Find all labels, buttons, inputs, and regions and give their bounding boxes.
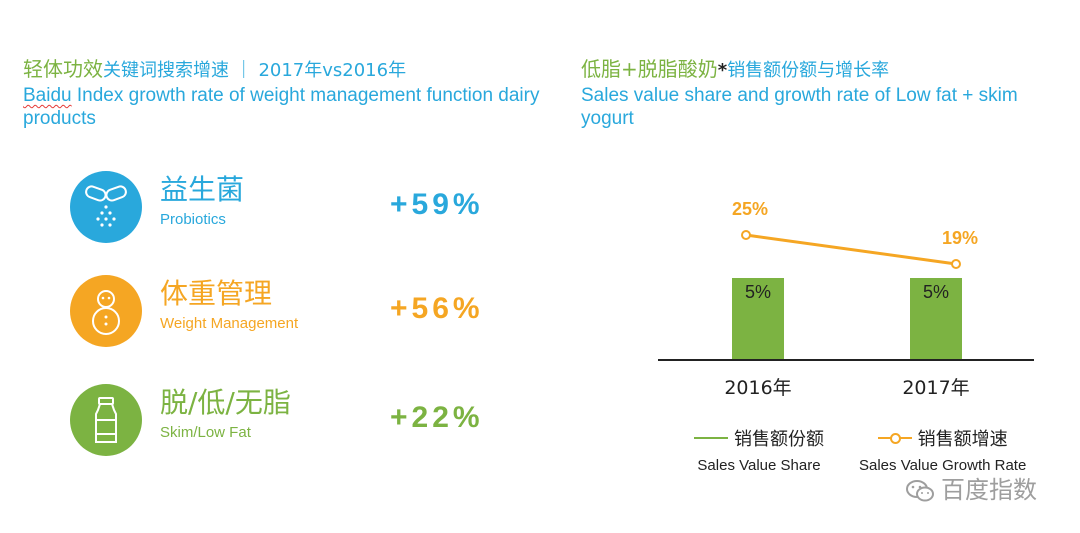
right-panel-title: 低脂+脱脂酸奶*销售额份额与增长率 Sales value share and … [581, 58, 1061, 130]
growth-rate-label-0: 25% [732, 199, 768, 219]
right-title-cn: 低脂+脱脂酸奶*销售额份额与增长率 [581, 58, 1061, 82]
wechat-icon [906, 480, 934, 502]
right-title-en: Sales value share and growth rate of Low… [581, 85, 1018, 129]
left-title-cn-highlight: 轻体功效 [23, 57, 103, 81]
sales-share-growth-chart: 5% 5% 2016年 2017年 25% 19% [658, 199, 1034, 399]
share-bar-label-1: 5% [923, 282, 949, 302]
share-bar-1 [910, 278, 962, 360]
left-title-en-first-word: Baidu [23, 85, 72, 106]
left-panel-title: 轻体功效关键词搜索增速 ｜ 2017年vs2016年 Baidu Index g… [23, 58, 543, 130]
growth-rate-label-1: 19% [942, 228, 978, 248]
weight-management-label-cn: 体重管理 [160, 277, 273, 310]
weight-management-row: 体重管理 Weight Management +56% [70, 275, 500, 349]
growth-rate-point-0 [741, 230, 751, 240]
probiotics-growth-value: +59% [390, 188, 484, 221]
x-tick-label-0: 2016年 [724, 377, 791, 399]
right-title-cn-subtitle: 销售额份额与增长率 [727, 60, 890, 81]
green-line-legend-icon [694, 437, 728, 439]
left-title-en: Baidu Index growth rate of weight manage… [23, 84, 543, 130]
skim-low-fat-label-en: Skim/Low Fat [160, 424, 251, 441]
legend-growth-label-en: Sales Value Growth Rate [859, 457, 1027, 474]
snowman-weight-icon [70, 275, 142, 347]
right-title-cn-highlight: 低脂+脱脂酸奶 [581, 57, 718, 81]
legend-sales-growth-rate: 销售额增速 Sales Value Growth Rate [859, 425, 1026, 474]
probiotics-pills-icon [70, 171, 142, 243]
legend-sales-value-share: 销售额份额 Sales Value Share [694, 425, 824, 474]
share-bar-label-0: 5% [745, 282, 771, 302]
growth-rate-point-1 [951, 259, 961, 269]
skim-low-fat-label-cn: 脱/低/无脂 [160, 386, 291, 419]
share-bar-0 [732, 278, 784, 360]
weight-management-label-en: Weight Management [160, 315, 299, 332]
weight-management-growth-value: +56% [390, 292, 484, 325]
left-title-cn: 轻体功效关键词搜索增速 ｜ 2017年vs2016年 [23, 58, 543, 82]
growth-rate-line [745, 233, 957, 266]
right-title-star: * [717, 60, 728, 81]
legend-share-label-en: Sales Value Share [697, 457, 821, 474]
watermark-text: 百度指数 [941, 476, 1037, 504]
legend-share-label-cn: 销售额份额 [734, 429, 824, 450]
milk-bottle-icon [70, 384, 142, 456]
x-tick-label-1: 2017年 [902, 377, 969, 399]
legend-growth-label-cn: 销售额增速 [917, 429, 1008, 450]
probiotics-label-cn: 益生菌 [160, 173, 245, 206]
orange-line-marker-legend-icon [877, 433, 912, 444]
left-title-en-rest: Index growth rate of weight management f… [23, 85, 540, 129]
skim-low-fat-growth-value: +22% [390, 401, 484, 434]
baidu-index-watermark: 百度指数 [905, 470, 1037, 505]
probiotics-row: 益生菌 Probiotics +59% [70, 171, 500, 245]
skim-low-fat-row: 脱/低/无脂 Skim/Low Fat +22% [70, 384, 500, 458]
probiotics-label-en: Probiotics [160, 211, 226, 228]
left-title-cn-subtitle: 关键词搜索增速 ｜ 2017年vs2016年 [103, 60, 407, 81]
